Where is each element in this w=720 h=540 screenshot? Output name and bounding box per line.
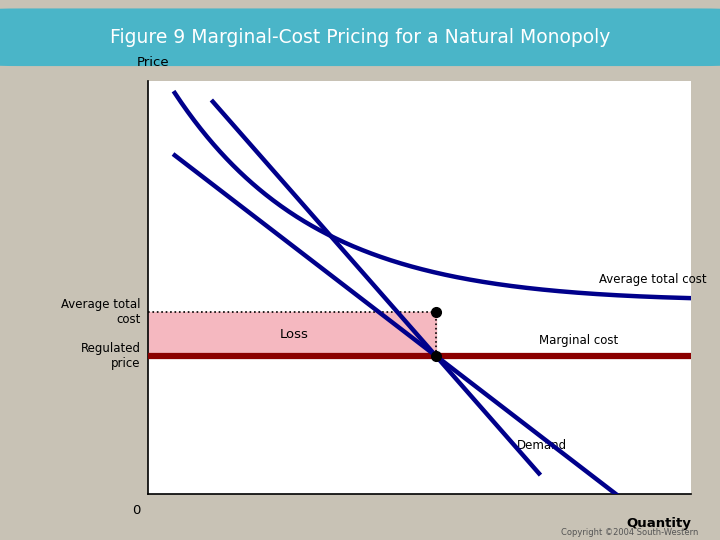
Text: Average total
cost: Average total cost (61, 298, 140, 326)
Text: Price: Price (137, 56, 169, 69)
Text: Figure 9 Marginal-Cost Pricing for a Natural Monopoly: Figure 9 Marginal-Cost Pricing for a Nat… (110, 28, 610, 47)
Text: Quantity: Quantity (626, 517, 691, 530)
Text: 0: 0 (132, 504, 141, 517)
Text: Demand: Demand (517, 439, 567, 452)
Text: Marginal cost: Marginal cost (539, 334, 618, 347)
Text: Regulated
price: Regulated price (81, 342, 140, 370)
Text: Copyright ©2004 South-Western: Copyright ©2004 South-Western (561, 528, 698, 537)
FancyBboxPatch shape (0, 9, 720, 66)
Text: Loss: Loss (280, 328, 309, 341)
Text: Average total cost: Average total cost (599, 273, 706, 286)
